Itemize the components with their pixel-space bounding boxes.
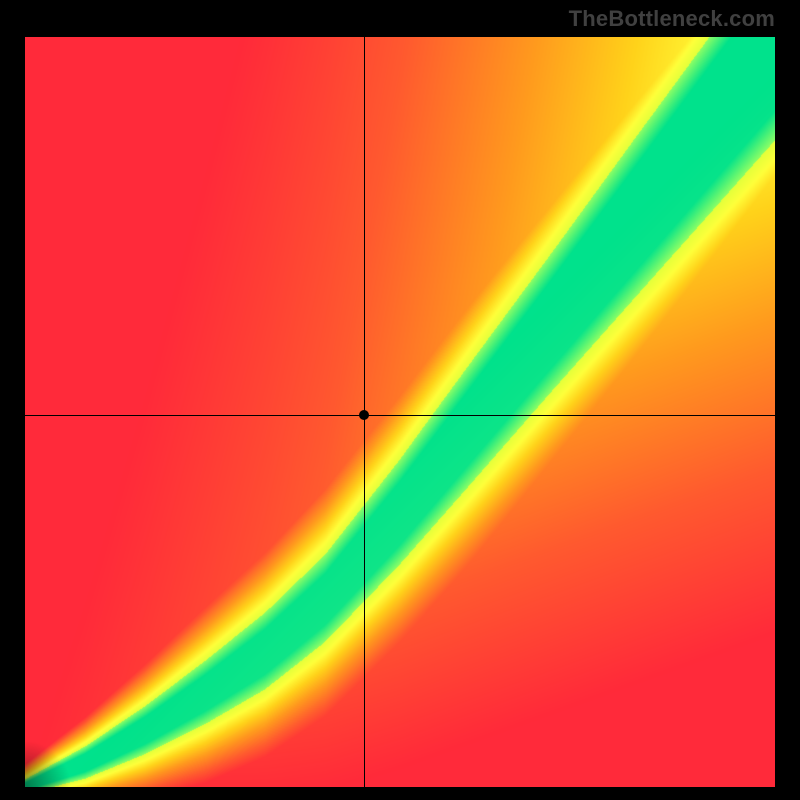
heatmap-canvas bbox=[25, 37, 775, 787]
crosshair-horizontal bbox=[25, 415, 775, 416]
heatmap-plot bbox=[25, 37, 775, 787]
crosshair-marker bbox=[359, 410, 369, 420]
attribution-text: TheBottleneck.com bbox=[0, 6, 775, 32]
